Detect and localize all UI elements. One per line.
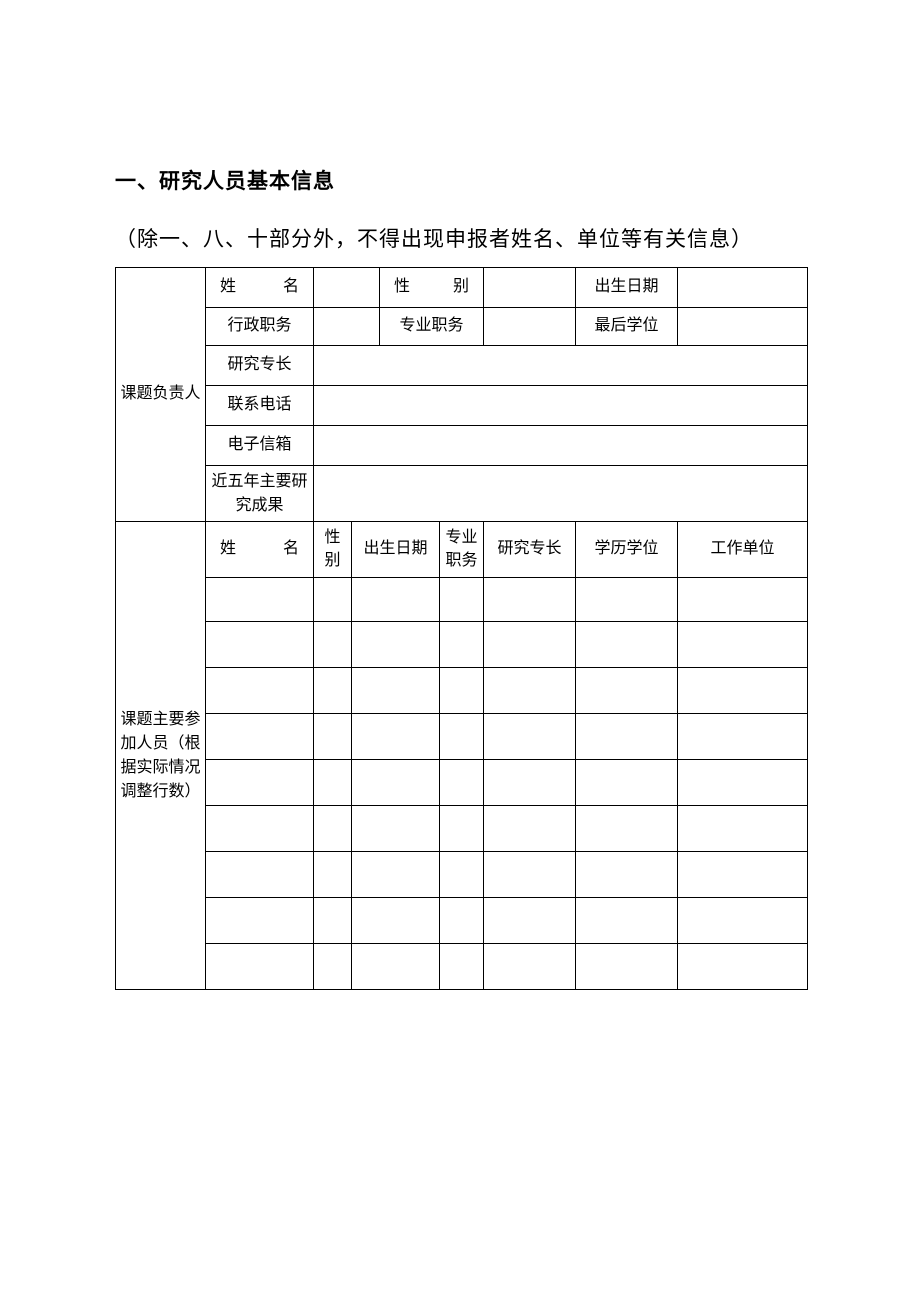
table-cell (576, 622, 678, 668)
leader-prof-value (484, 308, 576, 346)
table-cell (576, 578, 678, 622)
table-cell (678, 668, 808, 714)
table-cell (352, 852, 440, 898)
leader-dob-value (678, 268, 808, 308)
leader-name-label: 姓 名 (206, 268, 314, 308)
leader-prof-label: 专业职务 (380, 308, 484, 346)
leader-email-label: 电子信箱 (206, 426, 314, 466)
table-cell (206, 944, 314, 990)
leader-email-value (314, 426, 808, 466)
table-cell (484, 714, 576, 760)
table-cell (314, 668, 352, 714)
table-cell (206, 898, 314, 944)
leader-admin-label: 行政职务 (206, 308, 314, 346)
participants-header-prof: 专业职务 (440, 522, 484, 578)
table-cell (352, 578, 440, 622)
leader-degree-label: 最后学位 (576, 308, 678, 346)
table-cell (314, 898, 352, 944)
leader-gender-value (484, 268, 576, 308)
table-cell (576, 898, 678, 944)
table-cell (440, 622, 484, 668)
table-cell (314, 578, 352, 622)
table-cell (484, 668, 576, 714)
table-cell (206, 668, 314, 714)
table-cell (484, 578, 576, 622)
table-cell (314, 852, 352, 898)
table-cell (206, 806, 314, 852)
table-cell (440, 898, 484, 944)
table-cell (352, 760, 440, 806)
table-cell (440, 852, 484, 898)
table-cell (206, 852, 314, 898)
table-cell (206, 760, 314, 806)
table-cell (314, 622, 352, 668)
table-cell (206, 578, 314, 622)
leader-dob-label: 出生日期 (576, 268, 678, 308)
leader-results-label: 近五年主要研究成果 (206, 466, 314, 522)
participants-header-gender: 性别 (314, 522, 352, 578)
table-cell (206, 622, 314, 668)
participants-header-name: 姓 名 (206, 522, 314, 578)
researcher-info-table: 课题负责人 姓 名 性 别 出生日期 行政职务 专业职务 最后学位 研究专长 联… (115, 267, 808, 990)
table-cell (678, 714, 808, 760)
table-cell (678, 898, 808, 944)
table-cell (678, 578, 808, 622)
table-cell (352, 944, 440, 990)
table-cell (678, 852, 808, 898)
participants-section-label: 课题主要参加人员（根据实际情况调整行数） (116, 522, 206, 990)
table-cell (576, 806, 678, 852)
leader-specialty-value (314, 346, 808, 386)
leader-phone-label: 联系电话 (206, 386, 314, 426)
table-cell (440, 578, 484, 622)
leader-name-value (314, 268, 380, 308)
table-cell (678, 622, 808, 668)
leader-section-label: 课题负责人 (116, 268, 206, 522)
table-cell (484, 806, 576, 852)
table-cell (314, 760, 352, 806)
table-cell (440, 944, 484, 990)
table-cell (440, 760, 484, 806)
notice-text: （除一、八、十部分外，不得出现申报者姓名、单位等有关信息） (115, 223, 805, 253)
table-cell (484, 944, 576, 990)
table-cell (484, 622, 576, 668)
table-cell (576, 760, 678, 806)
leader-degree-value (678, 308, 808, 346)
table-cell (352, 714, 440, 760)
table-cell (484, 898, 576, 944)
leader-results-value (314, 466, 808, 522)
table-cell (352, 622, 440, 668)
leader-phone-value (314, 386, 808, 426)
table-cell (352, 806, 440, 852)
table-cell (678, 760, 808, 806)
participants-header-work: 工作单位 (678, 522, 808, 578)
table-cell (576, 668, 678, 714)
leader-specialty-label: 研究专长 (206, 346, 314, 386)
table-cell (314, 714, 352, 760)
table-cell (678, 806, 808, 852)
table-cell (484, 852, 576, 898)
table-cell (314, 944, 352, 990)
table-cell (314, 806, 352, 852)
table-cell (440, 806, 484, 852)
table-cell (576, 944, 678, 990)
table-cell (440, 714, 484, 760)
table-cell (484, 760, 576, 806)
table-cell (206, 714, 314, 760)
table-cell (576, 852, 678, 898)
leader-gender-label: 性 别 (380, 268, 484, 308)
leader-admin-value (314, 308, 380, 346)
table-cell (352, 898, 440, 944)
participants-header-edu: 学历学位 (576, 522, 678, 578)
section-heading: 一、研究人员基本信息 (115, 165, 805, 195)
table-cell (678, 944, 808, 990)
participants-header-dob: 出生日期 (352, 522, 440, 578)
table-cell (576, 714, 678, 760)
table-cell (352, 668, 440, 714)
participants-header-specialty: 研究专长 (484, 522, 576, 578)
table-cell (440, 668, 484, 714)
